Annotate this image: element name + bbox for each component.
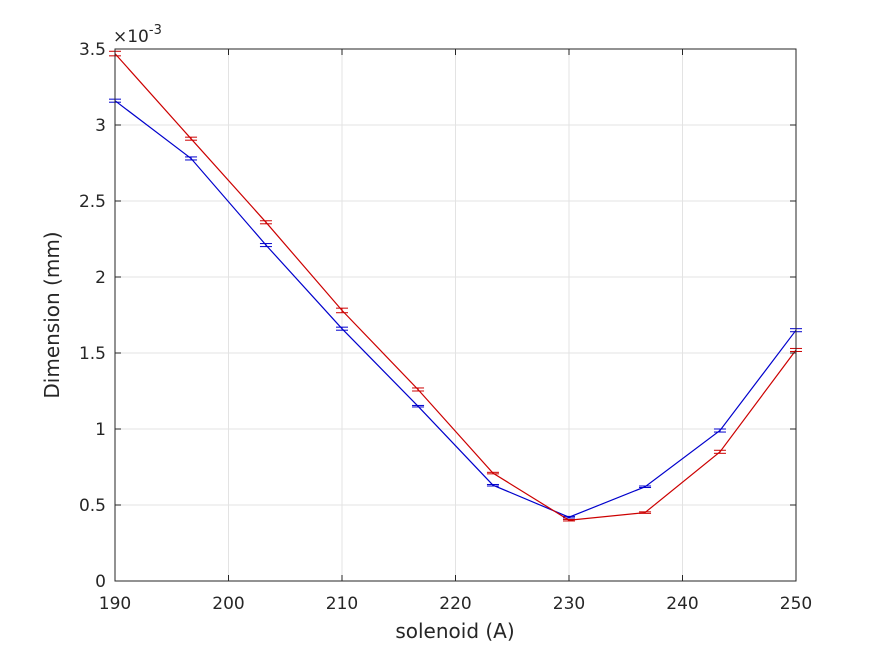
ticks: 190 200 210 220 230 240 250 0 0.5 1 1.5 2 2.5 3 3.5 [79, 40, 812, 614]
error-bar [486, 471, 499, 475]
error-bar [259, 243, 272, 248]
y-exponent-label: ×10-3 [113, 23, 162, 47]
y-axis-label: Dimension (mm) [40, 231, 64, 398]
x-tick-label: 210 [326, 594, 358, 614]
error-bar [486, 483, 499, 487]
error-bar [185, 156, 198, 161]
x-tick-label: 230 [553, 594, 585, 614]
error-bar [639, 511, 652, 514]
series-layer [109, 50, 802, 522]
series-line-1 [114, 100, 797, 518]
x-tick-label: 240 [666, 594, 698, 614]
y-tick-label: 1 [95, 420, 106, 440]
x-tick-label: 220 [439, 594, 471, 614]
error-bar [412, 387, 425, 392]
error-bar [713, 428, 726, 433]
y-tick-label: 3 [95, 116, 106, 136]
y-tick-label: 0 [95, 572, 106, 592]
error-bar [713, 449, 726, 454]
error-bar [259, 220, 272, 225]
y-tick-label: 3.5 [79, 40, 106, 60]
error-bar [563, 518, 575, 522]
series-line-2 [114, 53, 797, 521]
y-tick-label: 2.5 [79, 192, 106, 212]
error-bar [185, 136, 198, 141]
x-axis-label: solenoid (A) [395, 619, 514, 643]
error-bar [412, 404, 425, 408]
x-tick-label: 250 [780, 594, 812, 614]
error-bar [336, 307, 348, 314]
y-tick-label: 0.5 [79, 496, 106, 516]
y-tick-label: 1.5 [79, 344, 106, 364]
x-tick-label: 200 [212, 594, 244, 614]
x-tick-label: 190 [99, 594, 131, 614]
y-tick-label: 2 [95, 268, 106, 288]
error-bar [639, 485, 652, 489]
error-bar [336, 326, 348, 331]
